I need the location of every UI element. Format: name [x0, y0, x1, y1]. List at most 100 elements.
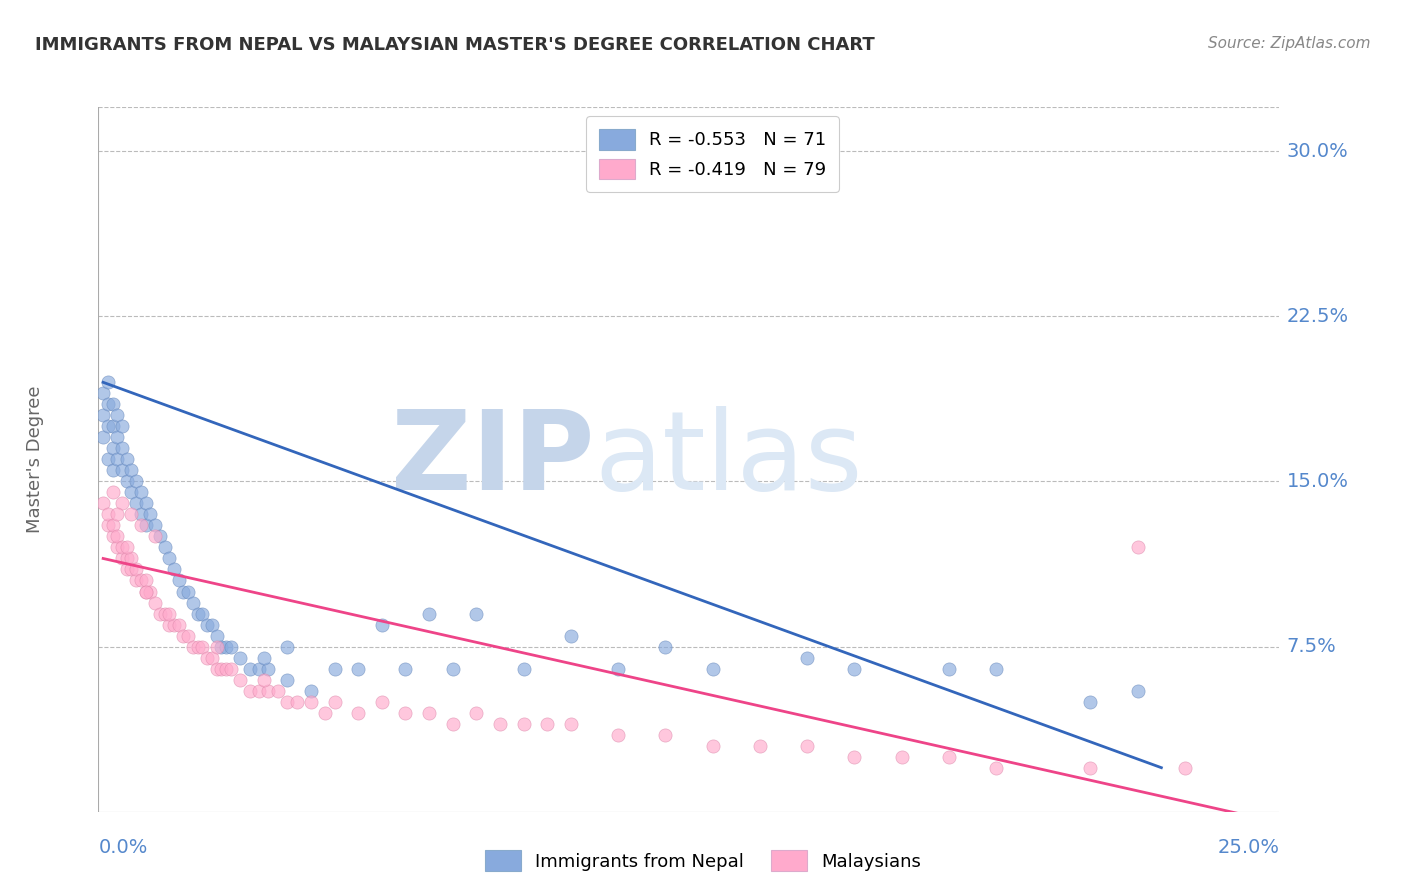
Point	[157, 607, 180, 621]
Point	[205, 662, 228, 676]
Point	[489, 716, 512, 731]
Point	[654, 728, 676, 742]
Point	[101, 419, 124, 434]
Point	[219, 640, 242, 654]
Point	[105, 508, 128, 522]
Point	[247, 662, 270, 676]
Point	[115, 541, 138, 555]
Point	[1080, 761, 1102, 775]
Point	[97, 508, 120, 522]
Point	[115, 452, 138, 467]
Point	[105, 409, 128, 423]
Point	[938, 749, 960, 764]
Point	[135, 584, 157, 599]
Point	[91, 430, 114, 444]
Point	[153, 541, 176, 555]
Point	[796, 650, 818, 665]
Point	[195, 617, 218, 632]
Text: IMMIGRANTS FROM NEPAL VS MALAYSIAN MASTER'S DEGREE CORRELATION CHART: IMMIGRANTS FROM NEPAL VS MALAYSIAN MASTE…	[35, 36, 875, 54]
Point	[129, 574, 152, 588]
Point	[984, 761, 1007, 775]
Point	[172, 628, 194, 642]
Point	[209, 640, 232, 654]
Point	[465, 607, 488, 621]
Point	[323, 662, 346, 676]
Point	[115, 562, 138, 576]
Point	[441, 716, 464, 731]
Point	[229, 673, 252, 687]
Point	[163, 562, 186, 576]
Point	[560, 628, 582, 642]
Point	[205, 628, 228, 642]
Point	[1126, 541, 1149, 555]
Point	[441, 662, 464, 676]
Point	[91, 409, 114, 423]
Text: 30.0%: 30.0%	[1286, 142, 1348, 161]
Point	[394, 706, 416, 720]
Point	[938, 662, 960, 676]
Point	[121, 551, 143, 566]
Point	[314, 706, 336, 720]
Point	[394, 662, 416, 676]
Point	[121, 485, 143, 500]
Point	[239, 683, 262, 698]
Point	[177, 628, 200, 642]
Point	[215, 662, 238, 676]
Legend: R = -0.553   N = 71, R = -0.419   N = 79: R = -0.553 N = 71, R = -0.419 N = 79	[586, 116, 839, 192]
Point	[1126, 683, 1149, 698]
Point	[299, 683, 322, 698]
Point	[418, 607, 440, 621]
Point	[97, 452, 120, 467]
Point	[1080, 695, 1102, 709]
Point	[276, 695, 298, 709]
Point	[607, 662, 630, 676]
Point	[135, 496, 157, 510]
Point	[267, 683, 290, 698]
Point	[125, 496, 148, 510]
Point	[276, 673, 298, 687]
Point	[607, 728, 630, 742]
Point	[97, 419, 120, 434]
Point	[135, 584, 157, 599]
Text: 22.5%: 22.5%	[1286, 307, 1348, 326]
Point	[205, 640, 228, 654]
Point	[253, 650, 276, 665]
Point	[135, 518, 157, 533]
Point	[371, 695, 394, 709]
Text: ZIP: ZIP	[391, 406, 595, 513]
Point	[105, 541, 128, 555]
Point	[167, 574, 190, 588]
Point	[323, 695, 346, 709]
Point	[654, 640, 676, 654]
Point	[209, 662, 232, 676]
Point	[121, 562, 143, 576]
Text: Master's Degree: Master's Degree	[27, 385, 44, 533]
Point	[157, 551, 180, 566]
Text: 0.0%: 0.0%	[98, 838, 148, 857]
Point	[844, 662, 866, 676]
Text: 25.0%: 25.0%	[1218, 838, 1279, 857]
Point	[91, 496, 114, 510]
Point	[111, 551, 134, 566]
Point	[285, 695, 308, 709]
Point	[172, 584, 194, 599]
Point	[702, 662, 724, 676]
Point	[247, 683, 270, 698]
Point	[139, 584, 162, 599]
Point	[890, 749, 912, 764]
Point	[702, 739, 724, 753]
Point	[105, 529, 128, 543]
Point	[512, 662, 534, 676]
Point	[143, 595, 166, 609]
Legend: Immigrants from Nepal, Malaysians: Immigrants from Nepal, Malaysians	[477, 843, 929, 879]
Point	[143, 529, 166, 543]
Point	[181, 595, 204, 609]
Point	[276, 640, 298, 654]
Point	[97, 376, 120, 390]
Point	[149, 607, 172, 621]
Point	[153, 607, 176, 621]
Point	[97, 518, 120, 533]
Point	[512, 716, 534, 731]
Point	[1174, 761, 1197, 775]
Point	[167, 617, 190, 632]
